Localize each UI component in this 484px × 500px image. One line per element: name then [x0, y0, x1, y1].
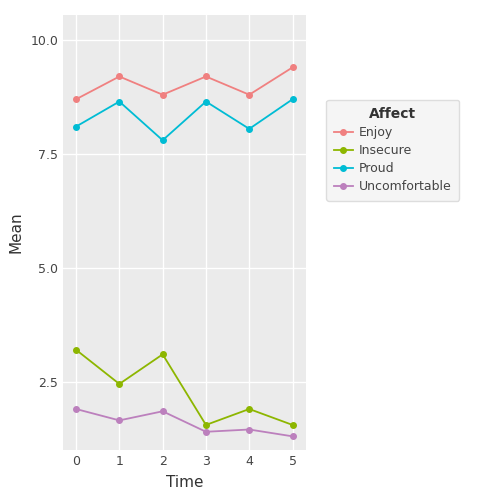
Uncomfortable — [73, 406, 79, 412]
Line: Proud: Proud — [73, 96, 295, 143]
Enjoy — [289, 64, 295, 70]
Enjoy — [159, 92, 165, 98]
Enjoy — [73, 96, 79, 102]
Legend: Enjoy, Insecure, Proud, Uncomfortable: Enjoy, Insecure, Proud, Uncomfortable — [326, 100, 458, 200]
Uncomfortable — [116, 418, 122, 424]
Insecure — [73, 347, 79, 353]
Insecure — [246, 406, 252, 412]
Proud — [73, 124, 79, 130]
Enjoy — [203, 74, 209, 80]
Uncomfortable — [246, 426, 252, 432]
Uncomfortable — [203, 429, 209, 435]
Uncomfortable — [289, 434, 295, 440]
Insecure — [159, 352, 165, 358]
Line: Uncomfortable: Uncomfortable — [73, 406, 295, 439]
Insecure — [289, 422, 295, 428]
Enjoy — [116, 74, 122, 80]
Insecure — [203, 422, 209, 428]
Proud — [116, 98, 122, 104]
Line: Enjoy: Enjoy — [73, 64, 295, 102]
Proud — [246, 126, 252, 132]
Enjoy — [246, 92, 252, 98]
Line: Insecure: Insecure — [73, 347, 295, 428]
Uncomfortable — [159, 408, 165, 414]
X-axis label: Time: Time — [165, 475, 203, 490]
Proud — [203, 98, 209, 104]
Proud — [159, 138, 165, 143]
Insecure — [116, 381, 122, 387]
Y-axis label: Mean: Mean — [8, 212, 23, 254]
Proud — [289, 96, 295, 102]
